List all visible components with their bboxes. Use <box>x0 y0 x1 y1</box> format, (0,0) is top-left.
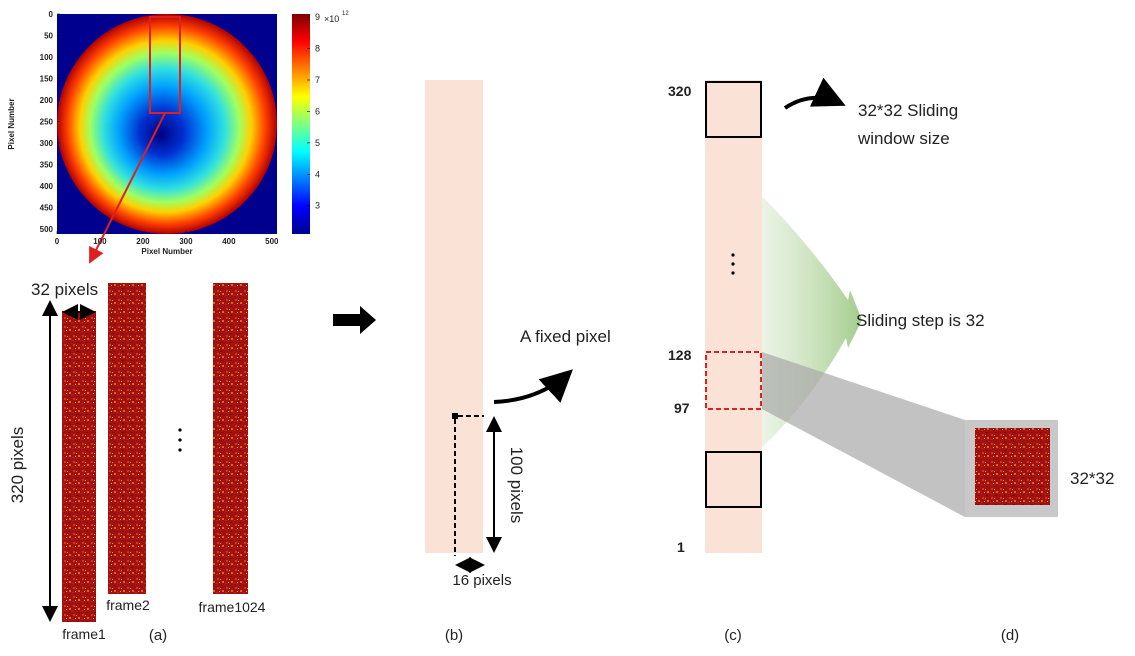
caption: (c) <box>724 627 742 644</box>
heatmap: Pixel Number Pixel Number ×10 12 0 100 200… <box>7 10 349 262</box>
x-tick-label: 300 <box>179 237 193 246</box>
height-label: 320 pixels <box>8 427 27 504</box>
y-tick-label: 500 <box>40 225 54 234</box>
colorbar-tick-label: 6 <box>315 106 320 116</box>
y-tick-label: 250 <box>40 117 54 126</box>
frame-label: frame2 <box>106 597 150 613</box>
caption: (a) <box>149 627 167 644</box>
y-tick-label: 50 <box>44 31 53 40</box>
panel-a: 32 pixels 320 pixels frame1 frame2 frame… <box>8 280 376 644</box>
colorbar-exponent: 12 <box>342 11 349 17</box>
panel-c: 320 128 97 1 32*32 Sliding window size S… <box>668 80 985 644</box>
colorbar-tick-label: 8 <box>315 44 320 54</box>
x-tick-label: 200 <box>136 237 150 246</box>
panel-d: 32*32 (d) <box>762 352 1114 644</box>
ellipsis-dot <box>178 428 181 431</box>
x-tick-label: 500 <box>265 237 279 246</box>
y-axis-label: Pixel Number <box>7 98 16 149</box>
y-tick-label: 300 <box>40 139 54 148</box>
width-label: 32 pixels <box>31 280 98 299</box>
frame-strip <box>108 283 146 594</box>
ellipsis-dot <box>731 262 734 265</box>
colorbar-tick-label: 9 <box>315 12 320 22</box>
frame-label: frame1024 <box>199 599 266 615</box>
colorbar-tick-label: 3 <box>315 201 320 211</box>
step-label: Sliding step is 32 <box>856 311 985 330</box>
colorbar-tick-label: 4 <box>315 169 320 179</box>
window-label: 32*32 Sliding <box>858 101 958 120</box>
panel-b: A fixed pixel 100 pixels 16 pixels (b) <box>425 80 611 644</box>
ellipsis-dot <box>178 448 181 451</box>
x-tick-label: 0 <box>55 237 60 246</box>
window-label: window size <box>857 129 950 148</box>
curved-arrow <box>785 98 842 108</box>
y-tick-label: 0 <box>49 10 54 19</box>
row-label: 97 <box>674 400 690 416</box>
width-label: 16 pixels <box>452 572 511 589</box>
figure: Pixel Number Pixel Number ×10 12 0 100 200… <box>0 0 1135 651</box>
ellipsis-dot <box>731 271 734 274</box>
frame-strip <box>62 311 96 622</box>
big-arrow <box>333 306 376 334</box>
colorbar-tick-label: 7 <box>315 75 320 85</box>
annotation: A fixed pixel <box>520 327 611 346</box>
pixel-column <box>705 80 762 553</box>
y-tick-label: 150 <box>40 74 54 83</box>
y-tick-label: 100 <box>40 53 54 62</box>
curved-arrow <box>494 372 570 402</box>
frame-strip <box>213 283 248 594</box>
size-label: 32*32 <box>1070 469 1114 488</box>
colorbar-tick-label: 5 <box>315 138 320 148</box>
x-tick-label: 400 <box>222 237 236 246</box>
caption: (b) <box>445 627 463 644</box>
zoom-tile <box>975 428 1050 505</box>
y-tick-label: 450 <box>40 203 54 212</box>
colorbar <box>292 14 310 234</box>
height-label: 100 pixels <box>507 447 526 524</box>
fixed-pixel <box>452 413 458 419</box>
x-axis-label: Pixel Number <box>141 247 192 256</box>
row-label: 1 <box>677 539 685 555</box>
y-tick-label: 200 <box>40 96 54 105</box>
caption: (d) <box>1001 627 1019 644</box>
zoom-projection <box>762 352 965 517</box>
y-tick-label: 400 <box>40 182 54 191</box>
heatmap-ring <box>57 14 277 234</box>
row-label: 320 <box>668 83 692 99</box>
x-tick-label: 100 <box>93 237 107 246</box>
pixel-column <box>425 80 483 553</box>
ellipsis-dot <box>731 253 734 256</box>
row-label: 128 <box>668 347 692 363</box>
colorbar-multiplier: ×10 <box>324 14 339 24</box>
frame-label: frame1 <box>62 626 106 642</box>
ellipsis-dot <box>178 438 181 441</box>
y-tick-label: 350 <box>40 160 54 169</box>
